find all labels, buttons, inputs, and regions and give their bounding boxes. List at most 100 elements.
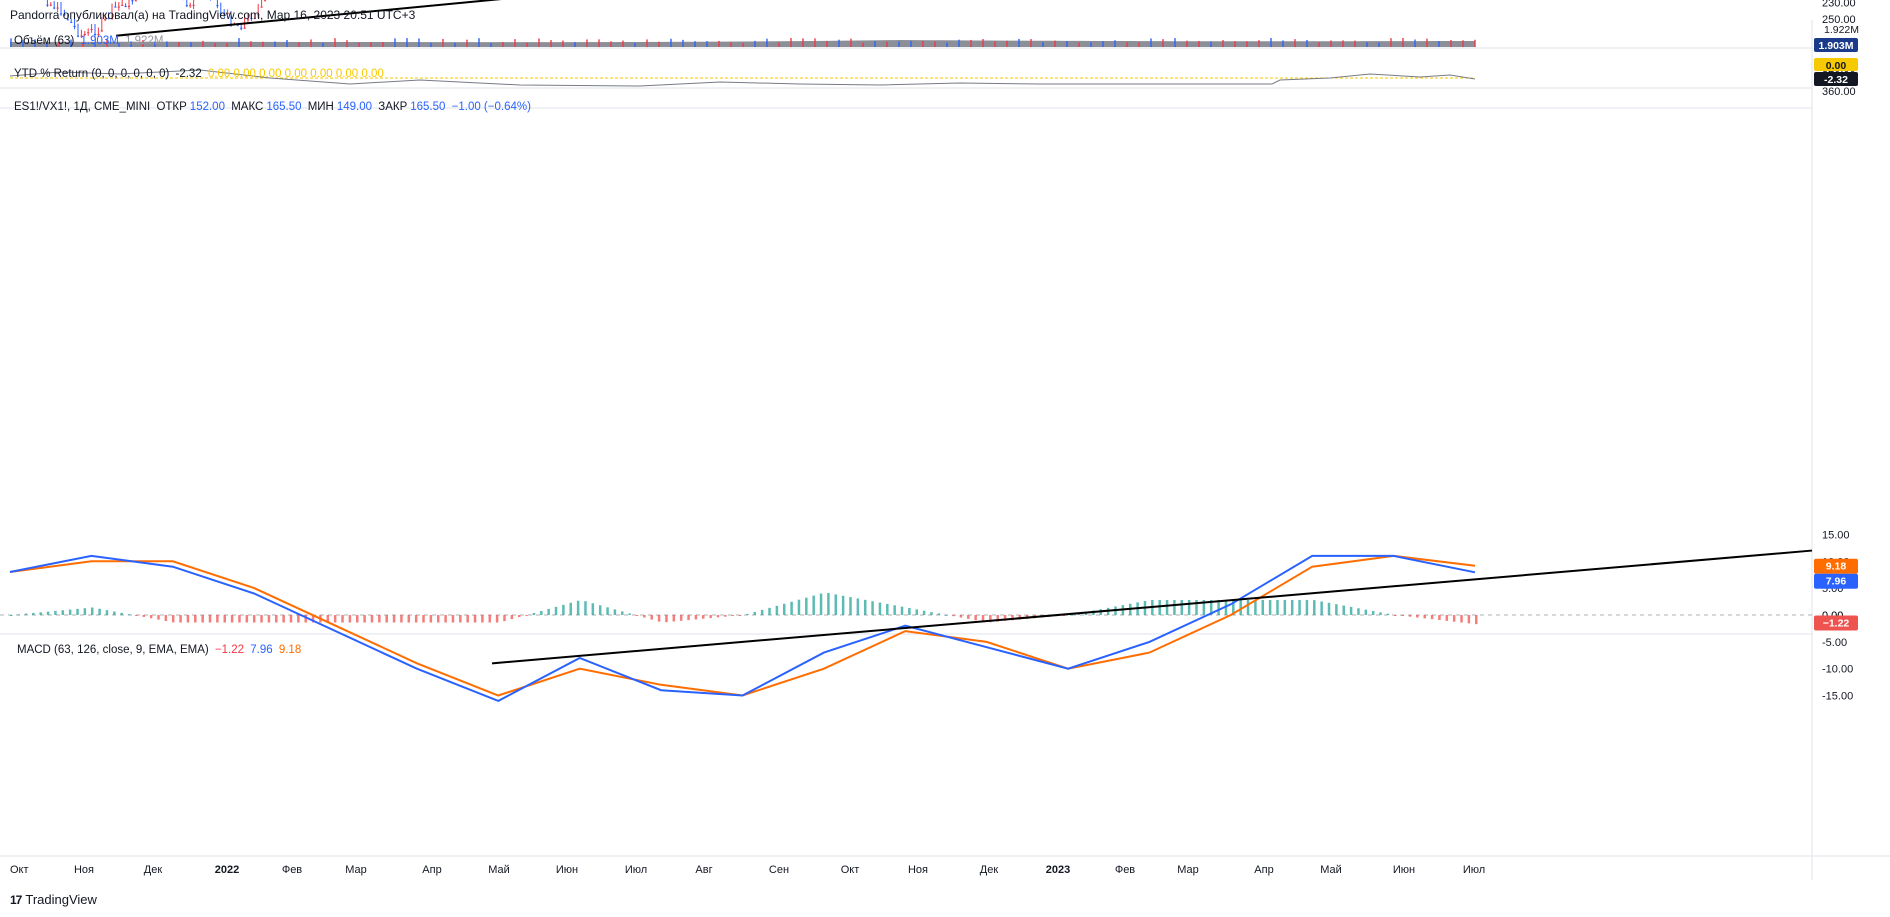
- macd-histogram-bar: [532, 612, 536, 615]
- volume-bar: [1138, 42, 1140, 47]
- macd-histogram-bar: [687, 615, 690, 621]
- macd-histogram-bar: [1195, 599, 1198, 615]
- volume-bar: [874, 41, 876, 47]
- volume-bar: [730, 42, 732, 47]
- time-tick-label: Авг: [695, 864, 712, 876]
- macd-histogram-bar: [731, 615, 734, 617]
- macd-histogram-bar: [135, 615, 138, 616]
- macd-histogram-bar: [473, 615, 477, 623]
- macd-histogram-bar: [952, 615, 955, 617]
- candle-down: [257, 14, 260, 16]
- macd-histogram-bar: [1416, 615, 1419, 618]
- macd-histogram-bar: [1349, 606, 1353, 615]
- macd-histogram-bar: [679, 615, 683, 621]
- volume-bar: [1210, 41, 1212, 47]
- signal-badge-bg: [1814, 558, 1858, 574]
- macd-histogram-bar: [127, 614, 131, 616]
- macd-histogram-bar: [989, 615, 992, 623]
- volume-bar: [1354, 40, 1356, 47]
- macd-histogram-bar: [113, 611, 116, 615]
- ytd-legend[interactable]: YTD % Return (0, 0, 0, 0, 0, 0) -2.32 0.…: [14, 68, 387, 80]
- macd-line: [9, 554, 1476, 702]
- macd-tick-label: -15.00: [1822, 691, 1853, 703]
- candle-down: [246, 19, 250, 21]
- macd-histogram-bar: [525, 615, 528, 616]
- candle-up: [73, 25, 76, 27]
- volume-bar: [562, 40, 564, 47]
- macd-histogram-bar: [1371, 610, 1375, 615]
- time-tick-label: 2022: [215, 864, 239, 876]
- macd-histogram-bar: [10, 615, 13, 616]
- hist-badge-text: −1.22: [1823, 618, 1850, 630]
- volume-bar: [1054, 40, 1056, 47]
- volume-bar: [154, 41, 156, 47]
- macd-histogram-bar: [812, 595, 815, 615]
- volume-bar: [70, 39, 72, 47]
- macd-histogram-bar: [1379, 612, 1382, 615]
- ytd-value-badge-bg: [1814, 72, 1858, 86]
- macd-histogram-bar: [937, 613, 941, 615]
- volume-bar: [514, 39, 516, 47]
- time-axis[interactable]: Окт Ноя Дек 2022 Фев Мар Апр Май Июн Июл Авг Сен Окт…: [10, 864, 1485, 876]
- macd-legend-label: MACD (63, 126, close, 9, EMA, EMA): [17, 644, 209, 656]
- macd-histogram-bar: [216, 615, 219, 623]
- volume-legend[interactable]: Объём (63) 1.903M 1.922M: [14, 35, 166, 47]
- macd-histogram-bar: [164, 615, 168, 622]
- low-value: 149.00: [336, 101, 373, 113]
- volume-badge-bg: [1814, 38, 1858, 52]
- time-tick-label: Фев: [1115, 864, 1135, 876]
- macd-histogram-bar: [944, 614, 948, 616]
- volume-bar: [1318, 42, 1320, 47]
- volume-bar: [538, 38, 540, 47]
- macd-histogram-bar: [400, 615, 403, 623]
- candle-down: [127, 5, 131, 7]
- volume-bar: [310, 39, 312, 47]
- macd-histogram-bar: [223, 615, 226, 623]
- volume-bar: [694, 41, 696, 47]
- volume-bar: [190, 42, 192, 47]
- open-label: ОТКР: [156, 101, 187, 113]
- open-value: 152.00: [189, 101, 225, 113]
- macd-histogram-bar: [245, 615, 249, 623]
- macd-histogram-bar: [385, 615, 388, 623]
- volume-legend-value2: 1.922M: [125, 35, 164, 47]
- volume-bar: [970, 39, 972, 47]
- axis-badges: 1.922M1.903M0.00-2.32165.5003:18:219.187…: [1814, 24, 1859, 631]
- volume-bar: [46, 42, 48, 47]
- macd-histogram-bar: [503, 615, 506, 622]
- macd-histogram-bar: [702, 615, 705, 619]
- volume-bar: [958, 39, 960, 47]
- macd-histogram-bar: [1357, 608, 1360, 615]
- tradingview-logo[interactable]: 17 TradingView: [10, 892, 97, 907]
- candle-up: [124, 5, 127, 7]
- price-legend[interactable]: ES1!/VX1!, 1Д, CME_MINI ОТКР 152.00 МАКС 1…: [14, 101, 534, 113]
- macd-histogram-bar: [554, 606, 558, 615]
- volume-legend-value1: 1.903M: [80, 35, 119, 47]
- volume-bar: [82, 42, 84, 47]
- volume-bar: [658, 41, 660, 47]
- macd-histogram-bar: [1011, 615, 1014, 621]
- candle-up: [131, 0, 134, 2]
- macd-legend[interactable]: MACD (63, 126, close, 9, EMA, EMA) −1.22…: [17, 644, 304, 656]
- macd-histogram-bar: [915, 609, 919, 615]
- candle-up: [107, 18, 110, 20]
- macd-histogram-bar: [1460, 615, 1463, 623]
- volume-bar: [442, 38, 444, 47]
- macd-badge-text: 7.96: [1826, 576, 1847, 588]
- macd-tick-label: -5.00: [1822, 637, 1847, 649]
- volume-bar: [574, 42, 576, 47]
- macd-histogram-bar: [797, 599, 801, 615]
- volume-bar: [982, 38, 984, 47]
- time-tick-label: Май: [1320, 864, 1342, 876]
- macd-histogram-bar: [1246, 599, 1250, 615]
- macd-histogram-bar: [1290, 599, 1294, 615]
- time-tick-label: Май: [488, 864, 510, 876]
- macd-histogram-bar: [562, 604, 565, 615]
- candle-up: [70, 21, 73, 23]
- macd-histogram-bar: [1475, 615, 1478, 625]
- candle-down: [189, 5, 192, 7]
- macd-histogram-bar: [76, 608, 79, 615]
- macd-histogram-bar: [1305, 599, 1309, 615]
- macd-histogram-bar: [267, 615, 271, 623]
